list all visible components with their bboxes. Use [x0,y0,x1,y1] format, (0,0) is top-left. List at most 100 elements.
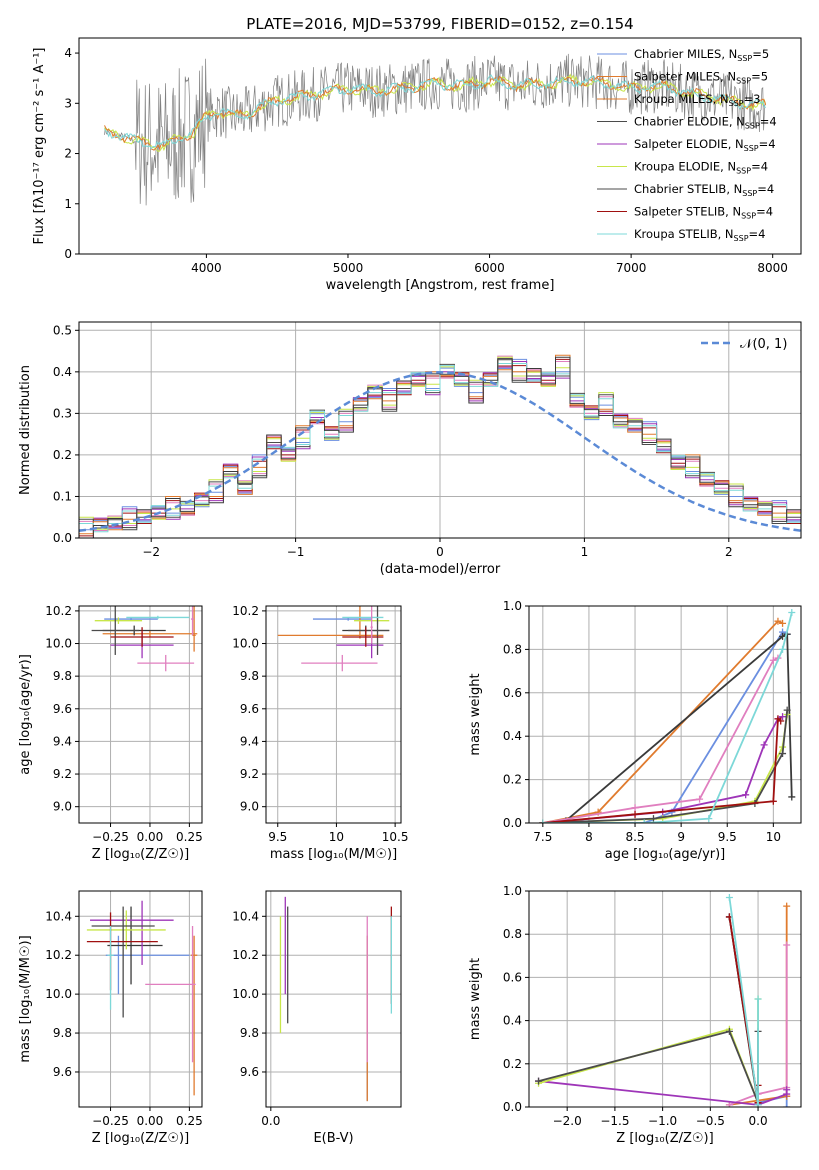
series-marker [783,706,791,714]
axes-frame [78,37,802,255]
series-marker [760,741,768,749]
y-tick-label: 0.2 [503,1057,522,1071]
legend-label: Kroupa MILES, NSSP=3 [634,92,760,108]
normal-curve [79,371,801,532]
y-tick-label: 9.6 [240,702,259,716]
y-tick-label: 9.0 [53,800,72,814]
series-marker [725,1027,733,1035]
x-axis-label: (data-model)/error [380,562,501,577]
series-marker [779,619,787,627]
axes-frame [528,890,802,1108]
x-tick-label: −0.25 [92,830,129,844]
x-tick-label: 10 [766,830,781,844]
x-tick-label: 0.0 [749,1114,768,1128]
x-tick-label: 0.0 [261,1114,280,1128]
series-marker [783,902,791,910]
x-tick-label: 7000 [616,261,647,275]
y-tick-label: 10.2 [45,604,72,618]
x-axis-label: Z [log₁₀(Z/Z☉)] [92,1131,189,1146]
x-tick-label: 10.5 [382,830,409,844]
series-marker [535,1077,543,1085]
plot-area [279,896,393,1102]
x-tick-label: 9.5 [268,830,287,844]
series-marker [631,804,639,812]
y-tick-label: 10.2 [232,604,259,618]
histogram-step [79,356,801,538]
axes-frame [78,890,203,1108]
x-tick-label: 9 [677,830,685,844]
y-tick-label: 9.8 [240,669,259,683]
series-marker [640,819,648,823]
panel-residuals: −2 −1 0 1 2 0.0 0.1 0.2 0.3 0.4 0.5 (data-model)/er… [18,321,802,577]
y-tick-label: 2 [64,147,72,161]
series-marker [779,750,787,758]
series-marker [742,791,750,799]
x-axis-label: Z [log₁₀(Z/Z☉)] [92,847,189,862]
panel-age_vs_Z: −0.25 0.00 0.25 9.0 9.2 9.4 9.6 9.8 10.0 10.2 Z [l… [18,604,203,862]
x-tick-label: 7.5 [533,830,552,844]
series-marker [754,995,762,1003]
y-axis-label: mass [log₁₀(M/M☉)] [18,935,33,1062]
x-tick-label: −0.5 [696,1114,725,1128]
plot-area [535,893,791,1107]
series-marker [783,941,791,949]
y-tick-label: 4 [64,46,72,60]
panel-mass_vs_EBV: 0.0 9.6 9.8 10.0 10.2 10.4 E(B-V) [232,890,402,1146]
series-line [538,999,759,1104]
series-marker [696,795,704,803]
x-tick-label: 0.00 [137,1114,164,1128]
y-tick-label: 3 [64,96,72,110]
legend-label: Chabrier STELIB, NSSP=4 [634,182,774,198]
x-axis-label: Z [log₁₀(Z/Z☉)] [616,1131,713,1146]
y-axis-label: Flux [fλ10⁻¹⁷ erg cm⁻² s⁻¹ A⁻¹] [32,48,47,245]
y-tick-label: 1.0 [503,884,522,898]
y-tick-label: 0.2 [53,448,72,462]
y-tick-label: 10.2 [232,948,259,962]
y-tick-label: 10.2 [45,948,72,962]
x-tick-label: −1.5 [600,1114,629,1128]
y-tick-label: 0 [64,247,72,261]
y-tick-label: 0.2 [503,773,522,787]
axes-frame [78,605,203,824]
panel-mass_vs_Z: −0.25 0.00 0.25 9.6 9.8 10.0 10.2 10.4 Z [log₁₀(… [18,890,203,1146]
series-marker [788,793,796,801]
plot-area [104,53,767,206]
x-tick-label: −0.25 [92,1114,129,1128]
y-tick-label: 9.6 [240,1065,259,1079]
y-tick-label: 1 [64,197,72,211]
legend-label: Chabrier ELODIE, NSSP=4 [634,115,777,131]
y-tick-label: 0.0 [503,816,522,830]
y-tick-label: 0.4 [503,729,522,743]
series-marker [774,617,782,625]
x-tick-label: 6000 [474,261,505,275]
y-tick-label: 0.6 [503,970,522,984]
y-tick-label: 9.2 [240,767,259,781]
y-tick-label: 10.0 [232,987,259,1001]
series-line [729,945,788,1106]
plot-area [86,900,198,1096]
y-tick-label: 0.1 [53,489,72,503]
series-line [542,612,793,823]
y-tick-label: 0.0 [53,531,72,545]
x-axis-label: E(B-V) [313,1131,353,1146]
series-marker [779,645,787,653]
panel-massweight_vs_Z: −2.0 −1.5 −1.0 −0.5 0.0 0.0 0.2 0.4 0.6 0.8 1.0 Z [… [468,884,802,1146]
y-tick-label: 9.0 [240,800,259,814]
y-tick-label: 10.0 [45,987,72,1001]
x-tick-label: −2 [142,545,160,559]
x-tick-label: 0 [436,545,444,559]
y-tick-label: 0.0 [503,1100,522,1114]
legend-label: 𝒩(0, 1) [740,337,787,352]
legend-label: Salpeter ELODIE, NSSP=4 [634,137,776,153]
y-tick-label: 0.4 [503,1014,522,1028]
x-tick-label: 0.00 [137,830,164,844]
y-tick-label: 0.6 [503,686,522,700]
legend: Chabrier MILES, NSSP=5 Salpeter MILES, NS… [597,47,777,243]
x-axis-label: wavelength [Angstrom, rest frame] [326,278,555,293]
y-axis-label: Normed distribution [18,365,33,495]
axes-frame [265,890,402,1108]
series-marker [788,609,796,617]
plot-area [79,354,801,538]
x-tick-label: −2.0 [553,1114,582,1128]
